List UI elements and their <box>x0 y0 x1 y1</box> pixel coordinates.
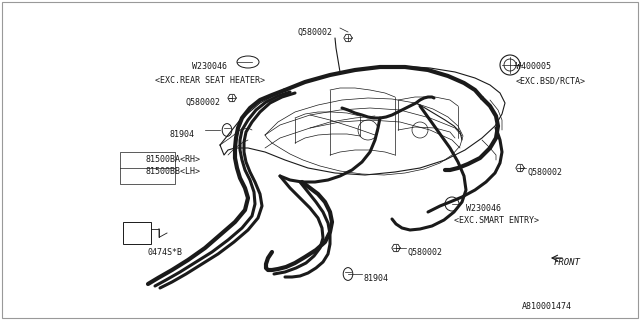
Bar <box>120 152 175 184</box>
Text: <EXC.REAR SEAT HEATER>: <EXC.REAR SEAT HEATER> <box>155 76 265 85</box>
Text: W230046: W230046 <box>466 204 501 213</box>
Text: 81904: 81904 <box>170 130 195 139</box>
Text: W400005: W400005 <box>516 62 551 71</box>
Text: Q580002: Q580002 <box>185 98 220 107</box>
Text: Q580002: Q580002 <box>298 28 333 37</box>
Text: Q580002: Q580002 <box>528 168 563 177</box>
Text: 81904: 81904 <box>364 274 389 283</box>
Text: 81500BA<RH>: 81500BA<RH> <box>145 155 200 164</box>
Text: FRONT: FRONT <box>554 258 581 267</box>
Text: A810001474: A810001474 <box>522 302 572 311</box>
Bar <box>123 222 151 244</box>
Text: Q580002: Q580002 <box>408 248 443 257</box>
Text: 81500BB<LH>: 81500BB<LH> <box>145 167 200 176</box>
Text: <EXC.BSD/RCTA>: <EXC.BSD/RCTA> <box>516 76 586 85</box>
Text: W230046: W230046 <box>192 62 227 71</box>
Text: 0474S*B: 0474S*B <box>148 248 183 257</box>
Text: <EXC.SMART ENTRY>: <EXC.SMART ENTRY> <box>454 216 539 225</box>
